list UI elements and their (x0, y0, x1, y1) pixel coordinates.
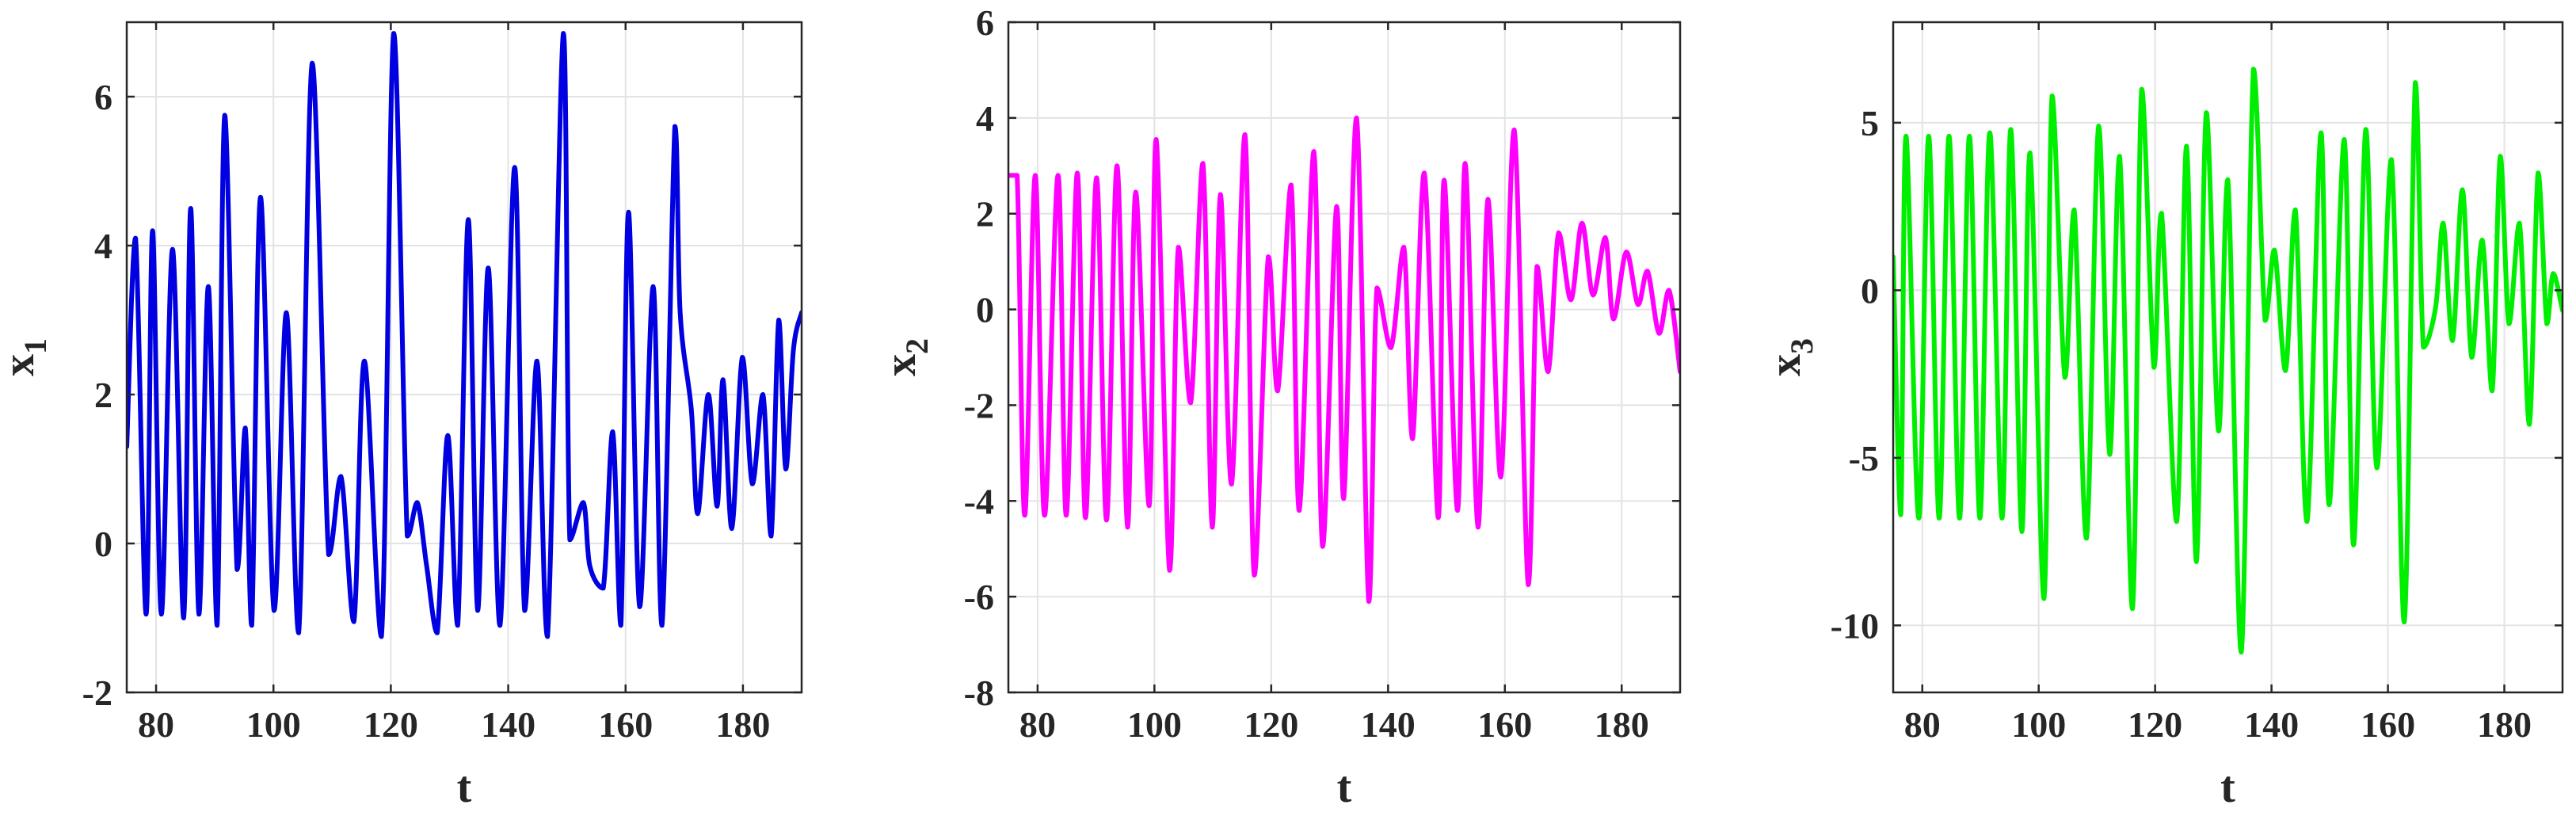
y-axis-label-main: x (876, 354, 925, 376)
x-axis-label: t (2220, 763, 2235, 812)
x-tick-label: 160 (598, 704, 653, 745)
y-axis-label-subscript: 3 (1784, 338, 1820, 354)
x-tick-label: 140 (481, 704, 535, 745)
x-tick-label: 160 (2361, 704, 2415, 745)
y-tick-label: 4 (976, 98, 994, 139)
x-tick-label: 180 (1595, 704, 1649, 745)
x-tick-label: 100 (246, 704, 301, 745)
data-line-x1 (127, 31, 802, 639)
x-tick-label: 80 (1019, 704, 1056, 745)
y-tick-label: 2 (94, 375, 112, 415)
y-tick-label: -6 (964, 577, 994, 617)
y-tick-label: 5 (1861, 103, 1879, 143)
y-tick-label: -2 (964, 385, 994, 425)
x-tick-label: 140 (2244, 704, 2299, 745)
y-tick-label: 0 (976, 290, 994, 330)
y-tick-label: 6 (976, 2, 994, 43)
y-tick-label: -4 (964, 481, 994, 521)
data-line-x3 (1893, 67, 2563, 655)
x-tick-label: 180 (715, 704, 770, 745)
y-axis-label-subscript: 2 (899, 338, 935, 354)
x-tick-label: 100 (2011, 704, 2066, 745)
axes-box (125, 21, 803, 694)
x-tick-label: 180 (2477, 704, 2532, 745)
axes-box (1007, 21, 1682, 694)
x-tick-label: 120 (2128, 704, 2182, 745)
chart-panel-3: 80 100 120 140 160 180 -10 -5 0 5 t x3 (1761, 21, 2564, 812)
y-axis-label: x1 (0, 338, 53, 376)
x-tick-label: 100 (1127, 704, 1182, 745)
chart-panel-1: 80 100 120 140 160 180 -2 0 2 4 6 t x1 (0, 21, 803, 812)
x-tick-label: 120 (364, 704, 418, 745)
y-tick-label: -10 (1831, 605, 1879, 646)
x-tick-label: 120 (1244, 704, 1298, 745)
axes-box (1892, 21, 2564, 694)
y-tick-label: 2 (976, 194, 994, 235)
y-tick-label: -8 (964, 673, 994, 713)
y-axis-label-subscript: 1 (17, 338, 53, 354)
y-axis-label-main: x (1761, 354, 1810, 376)
x-tick-label: 160 (1477, 704, 1532, 745)
y-axis-label-main: x (0, 354, 44, 376)
y-tick-label: 0 (1861, 270, 1879, 311)
x-axis-label: t (1337, 763, 1352, 812)
x-axis-label: t (457, 763, 472, 812)
x-tick-label: 140 (1361, 704, 1416, 745)
data-line-x2 (1008, 115, 1680, 604)
y-tick-label: -5 (1849, 438, 1879, 479)
y-tick-label: -2 (82, 673, 112, 713)
y-axis-label: x3 (1761, 338, 1820, 376)
x-tick-label: 80 (138, 704, 174, 745)
y-tick-label: 4 (94, 226, 112, 266)
y-tick-label: 6 (94, 77, 112, 117)
y-axis-label: x2 (876, 338, 935, 376)
y-tick-label: 0 (94, 524, 112, 564)
x-tick-label: 80 (1904, 704, 1941, 745)
